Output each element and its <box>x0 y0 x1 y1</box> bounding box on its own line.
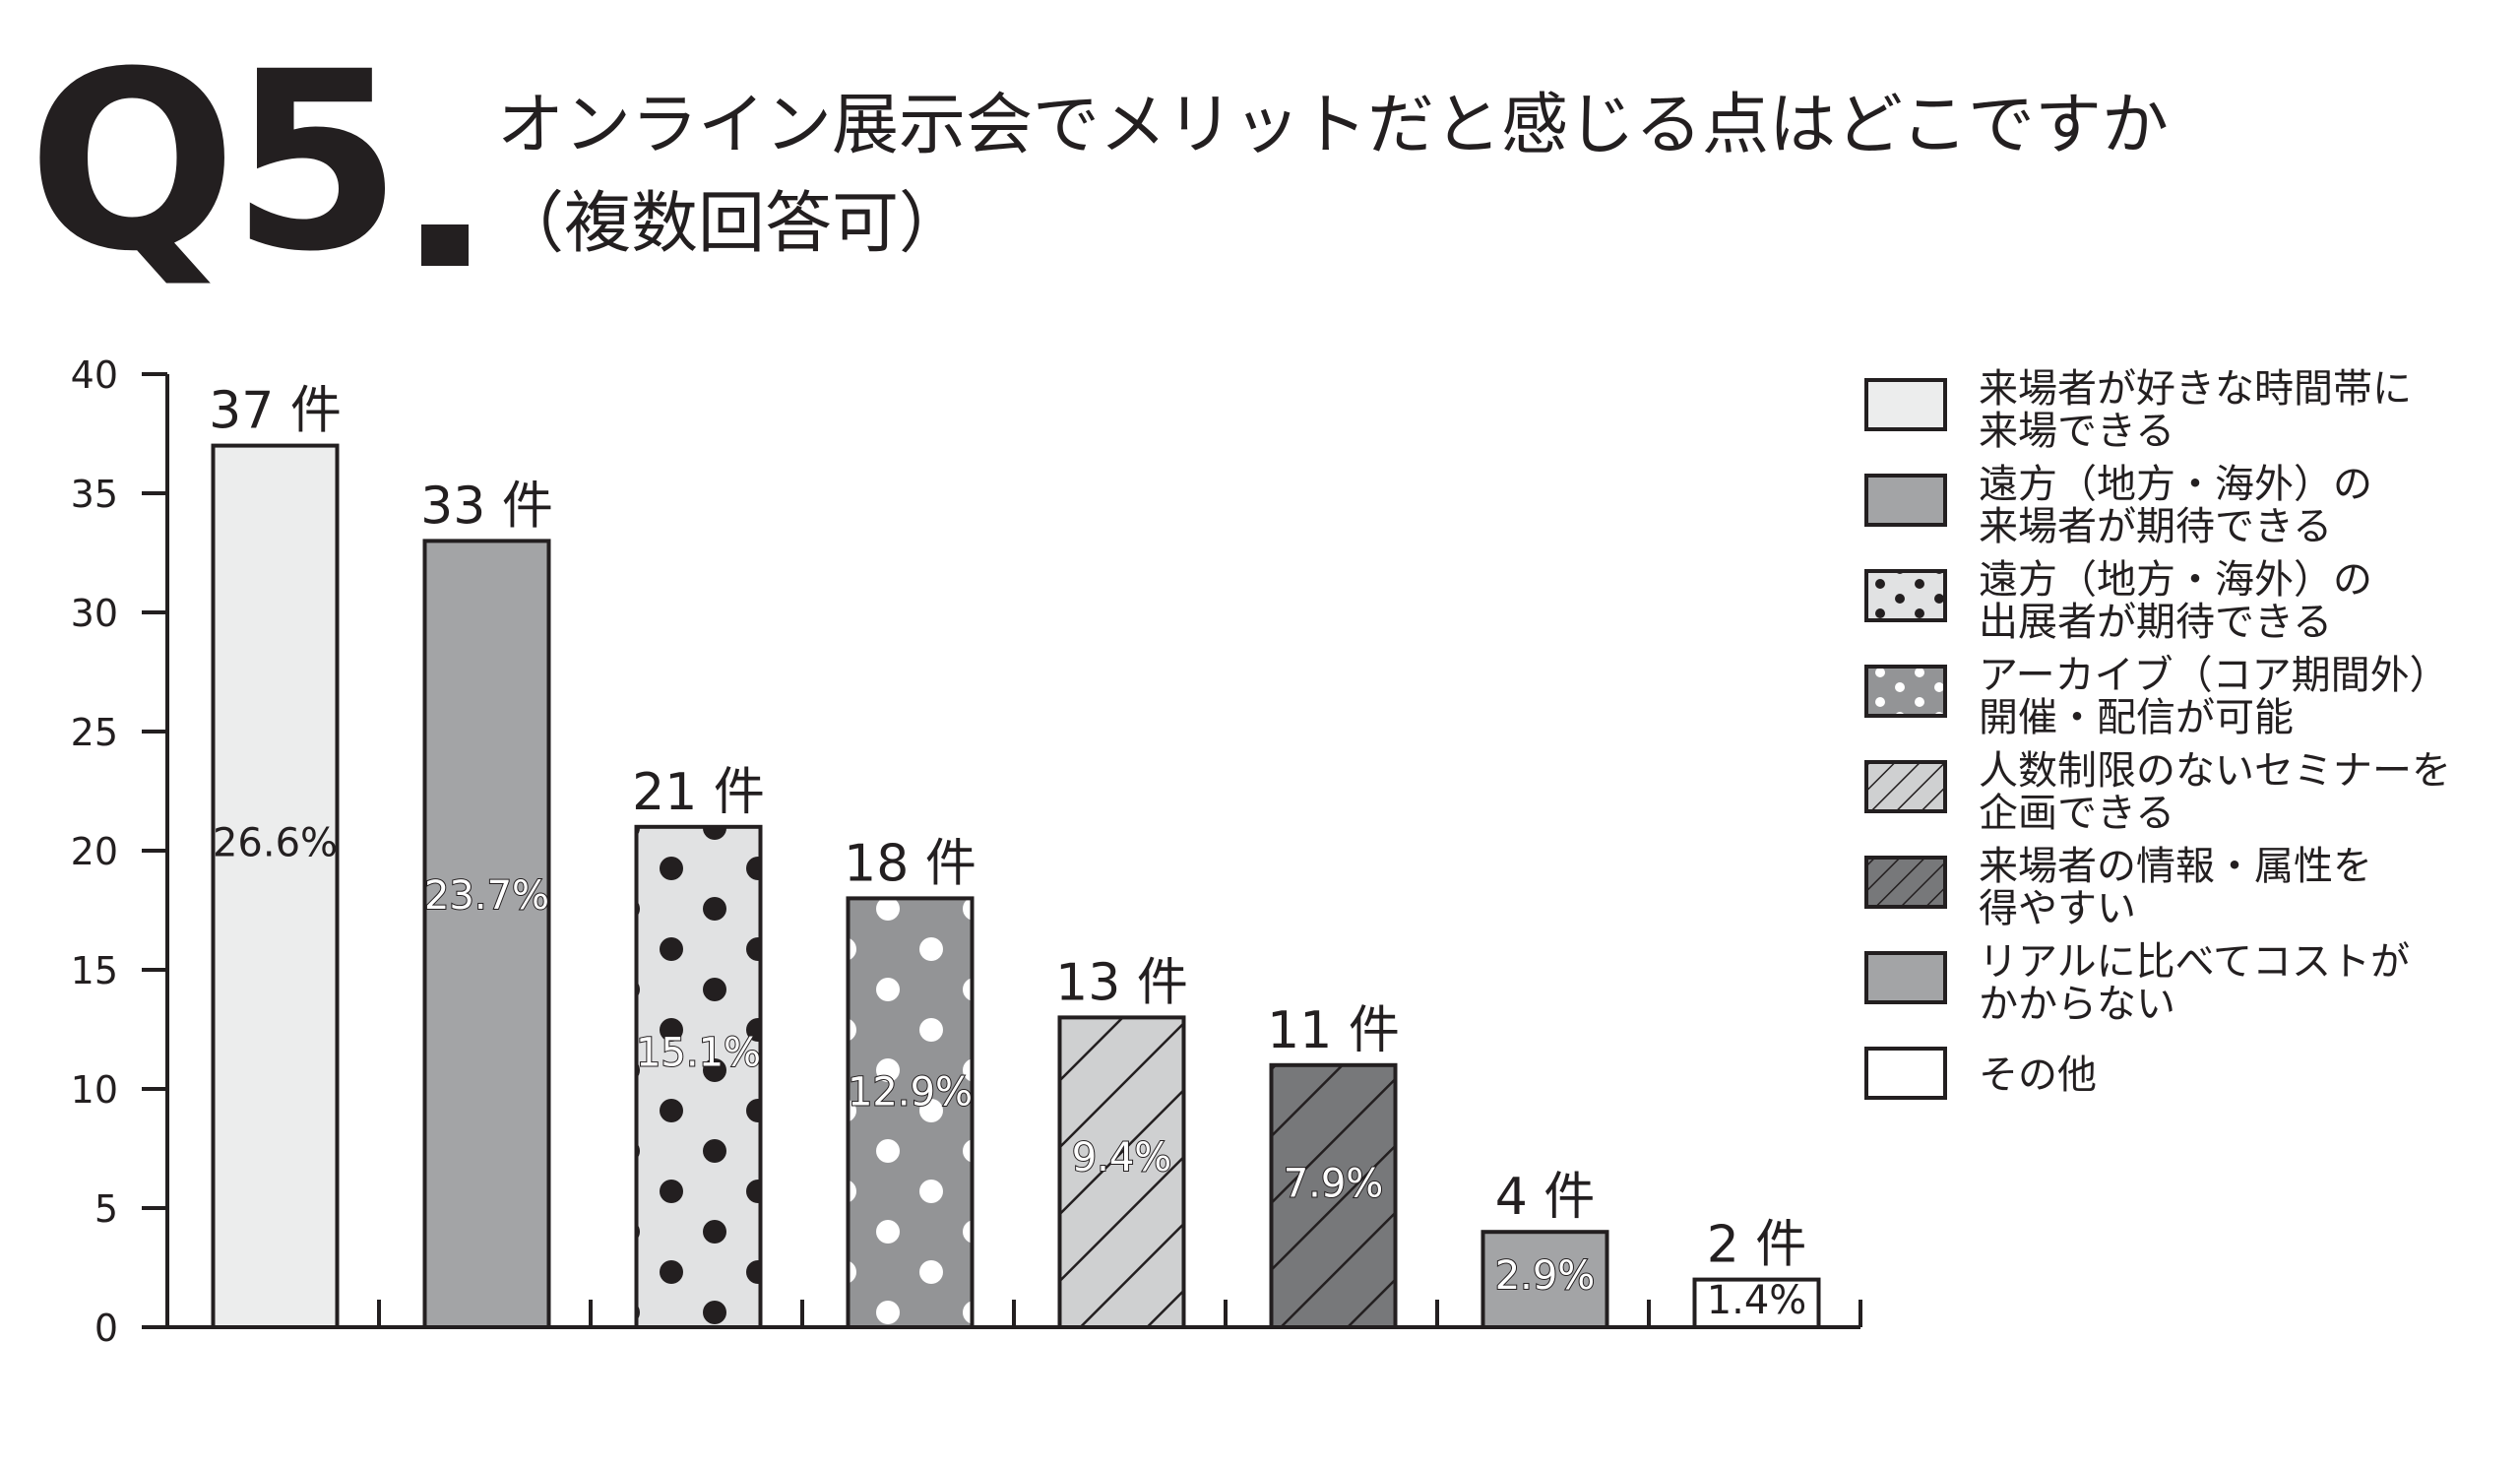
y-tick-label: 10 <box>71 1068 118 1112</box>
legend-swatch <box>1864 951 1947 1004</box>
chart-bars <box>211 443 1821 1330</box>
y-tick-label: 20 <box>71 830 118 873</box>
legend-label: 人数制限のないセミナーを <box>1979 748 2451 794</box>
y-tick-label: 30 <box>71 592 118 635</box>
legend-label: アーカイブ（コア期間外） <box>1979 653 2449 698</box>
bar-percent-label: 1.4% <box>1707 1278 1807 1323</box>
legend-swatch <box>1864 378 1947 431</box>
chart-labels: 37 件 26.6% 33 件 23.7% 21 件 15.1% 18 件 12.9% 13 件… <box>209 382 1806 1323</box>
legend-label-line2: 来場できる <box>1979 409 2174 454</box>
chart-subtitle: （複数回答可） <box>497 185 967 263</box>
question-number: Q5 <box>28 19 402 305</box>
legend-swatch <box>1864 856 1947 909</box>
y-tick-label: 0 <box>94 1307 118 1350</box>
bar-2 <box>422 539 551 1329</box>
bar-percent-label: 9.4% <box>1072 1135 1172 1181</box>
chart-legend: 来場者が好きな時間帯に来場できる遠方（地方・海外）の来場者が期待できる遠方（地方… <box>1864 366 2451 1100</box>
bar-5 <box>1057 1015 1186 1330</box>
legend-label: 遠方（地方・海外）の <box>1979 557 2372 603</box>
legend-label: リアルに比べてコストが <box>1979 939 2410 985</box>
bar-percent-label: 23.7% <box>424 873 549 919</box>
y-tick-label: 40 <box>71 353 118 397</box>
chart-header: Q5 オンライン展示会でメリットだと感じる点はどこですか （複数回答可） <box>0 0 2520 295</box>
bar-1 <box>211 443 340 1330</box>
bar-count-label: 4 件 <box>1495 1168 1596 1227</box>
y-tick-label: 35 <box>71 473 118 516</box>
bar-7 <box>1480 1230 1609 1329</box>
legend-label-line2: 出展者が期待できる <box>1979 600 2332 645</box>
bar-percent-label: 26.6% <box>213 821 338 866</box>
legend-label: 来場者が好きな時間帯に <box>1979 366 2412 412</box>
bar-3 <box>634 824 763 1329</box>
bar-count-label: 21 件 <box>632 763 765 822</box>
y-tick-label: 15 <box>71 949 118 992</box>
bar-count-label: 37 件 <box>209 382 342 441</box>
legend-label-line2: 得やすい <box>1979 886 2136 931</box>
legend-label: 来場者の情報・属性を <box>1979 844 2372 889</box>
bar-4 <box>846 896 975 1330</box>
bar-percent-label: 7.9% <box>1284 1162 1384 1207</box>
bar-percent-label: 15.1% <box>636 1030 761 1075</box>
legend-swatch <box>1864 665 1947 718</box>
question-number-dot <box>421 224 469 266</box>
legend-swatch <box>1864 760 1947 813</box>
legend-label-line2: 来場者が期待できる <box>1979 504 2332 549</box>
chart-title: オンライン展示会でメリットだと感じる点はどこですか <box>497 87 2169 164</box>
bar-percent-label: 2.9% <box>1495 1253 1596 1299</box>
y-tick-label: 5 <box>94 1187 118 1231</box>
y-tick-label: 25 <box>71 711 118 754</box>
bar-6 <box>1269 1062 1398 1330</box>
bar-count-label: 11 件 <box>1267 1001 1400 1060</box>
bar-count-label: 18 件 <box>844 834 976 893</box>
bar-percent-label: 12.9% <box>848 1069 973 1115</box>
bar-count-label: 13 件 <box>1055 953 1188 1012</box>
legend-swatch <box>1864 474 1947 527</box>
legend-swatch <box>1864 569 1947 622</box>
bar-count-label: 2 件 <box>1707 1216 1807 1275</box>
legend-label: その他 <box>1979 1053 2097 1098</box>
bar-count-label: 33 件 <box>420 477 553 536</box>
legend-label-line2: かからない <box>1979 982 2175 1027</box>
legend-label: 遠方（地方・海外）の <box>1979 462 2372 507</box>
legend-swatch <box>1864 1047 1947 1100</box>
bar-8 <box>1692 1277 1821 1329</box>
legend-label-line2: 企画できる <box>1979 791 2174 836</box>
legend-label-line2: 開催・配信が可能 <box>1979 695 2294 740</box>
